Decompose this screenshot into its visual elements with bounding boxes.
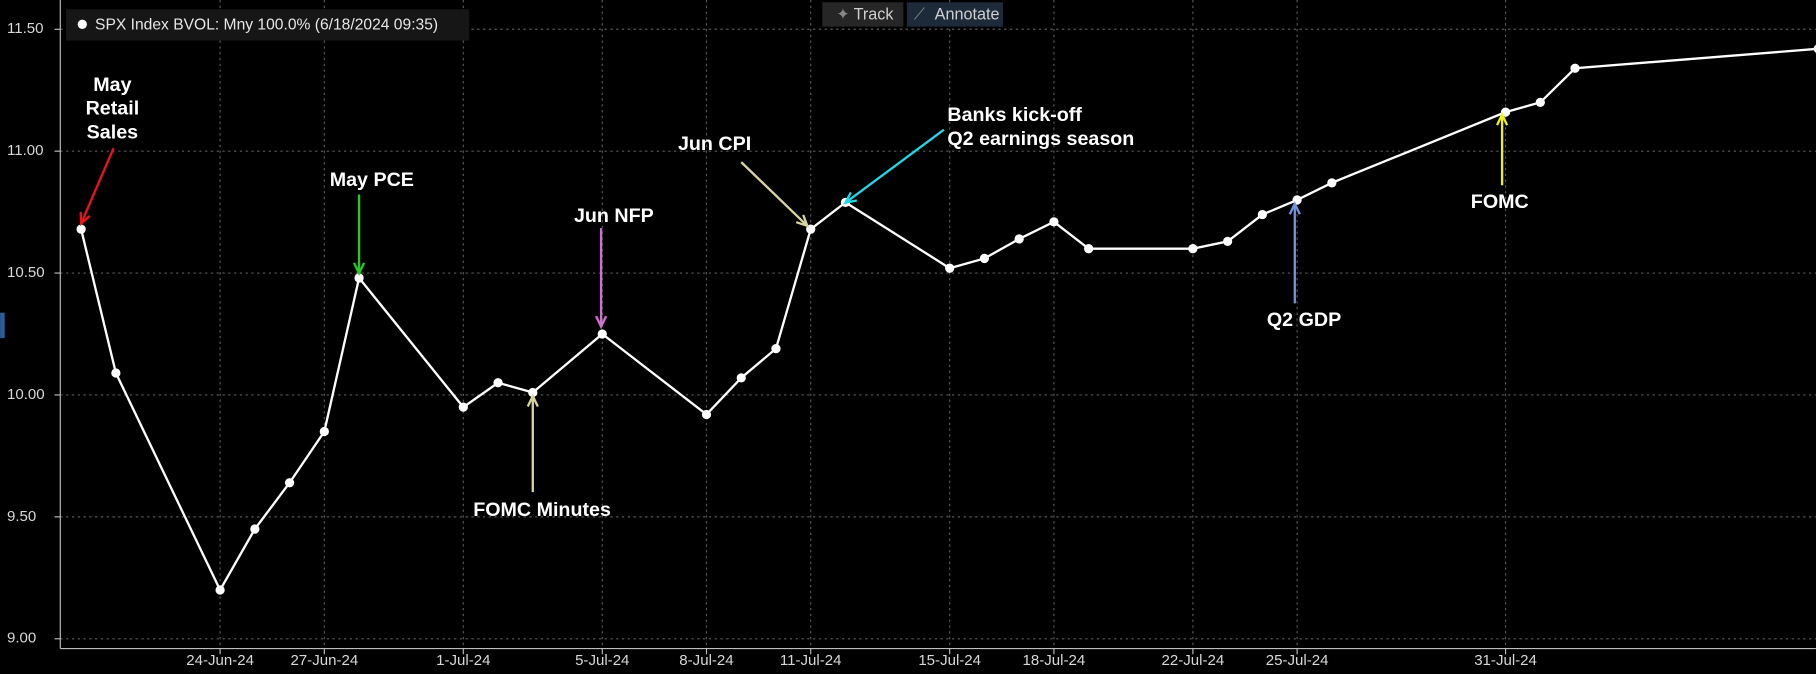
annotation-label: May PCE (330, 169, 414, 191)
side-marker (0, 312, 5, 339)
x-tick-label: 5-Jul-24 (575, 652, 629, 669)
annotation-label: Sales (87, 121, 138, 143)
track-label[interactable]: Track (854, 5, 895, 23)
x-tick-label: 11-Jul-24 (780, 652, 842, 669)
annotation-arrow (740, 161, 809, 227)
data-point (1188, 244, 1198, 254)
data-point (1570, 63, 1580, 73)
data-point (319, 426, 329, 437)
data-point (771, 344, 781, 354)
data-point (493, 378, 503, 388)
track-button[interactable] (822, 2, 904, 27)
data-point (701, 409, 712, 420)
data-point (736, 373, 746, 383)
x-tick-label: 22-Jul-24 (1162, 652, 1225, 669)
annotation-arrowhead (843, 191, 858, 205)
track-icon: ✦ (836, 5, 850, 23)
annotation-arrowhead (79, 211, 91, 226)
data-point (1813, 44, 1816, 53)
x-tick-label: 1-Jul-24 (436, 652, 490, 669)
x-tick-label: 27-Jun-24 (290, 652, 358, 669)
annotation-arrowhead (526, 393, 539, 407)
annotation-label: FOMC Minutes (473, 499, 611, 521)
y-tick-label: 9.00 (7, 630, 36, 647)
y-tick-label: 10.00 (7, 386, 45, 403)
y-tick-label: 11.50 (7, 20, 44, 37)
annotation-arrowhead (595, 315, 608, 330)
x-tick-label: 25-Jul-24 (1266, 652, 1329, 669)
y-tick-label: 9.50 (7, 508, 36, 525)
annotate-label[interactable]: Annotate (935, 5, 1000, 23)
annotation-label: May (93, 74, 131, 96)
data-point (111, 368, 121, 378)
annotation-arrow (844, 128, 945, 204)
annotation-label: Q2 GDP (1267, 309, 1341, 331)
annotation-label: Jun NFP (574, 205, 654, 227)
annotation-label: Q2 earnings season (947, 128, 1134, 150)
y-tick-label: 11.00 (7, 142, 44, 159)
annotation-label: Jun CPI (678, 133, 751, 155)
data-point (250, 524, 260, 534)
data-point (979, 253, 990, 264)
annotation-label: FOMC (1471, 191, 1529, 213)
legend-box (66, 9, 470, 41)
legend-label: SPX Index BVOL: Mny 100.0% (6/18/2024 09… (95, 17, 438, 34)
data-point (1084, 244, 1094, 254)
annotation-label: Banks kick-off (947, 104, 1082, 126)
data-point (458, 402, 468, 412)
data-point (76, 224, 86, 234)
data-point (1049, 217, 1059, 227)
x-tick-label: 8-Jul-24 (679, 652, 733, 669)
data-point (528, 387, 538, 398)
data-point (215, 585, 225, 595)
data-point (1535, 97, 1545, 108)
data-point (284, 478, 295, 488)
data-point (354, 273, 364, 283)
annotation-arrowhead (1496, 111, 1509, 126)
annotation-arrow (80, 147, 115, 224)
data-point (1327, 178, 1337, 188)
annotation-label: Retail (86, 98, 140, 120)
annotate-button[interactable] (906, 2, 1003, 27)
data-point (1257, 209, 1268, 220)
annotate-icon: ⟋ (914, 5, 926, 23)
data-point (1014, 234, 1024, 244)
data-point (597, 329, 607, 339)
x-tick-label: 18-Jul-24 (1023, 652, 1086, 669)
series-line (80, 47, 1816, 593)
annotation-arrowhead (1288, 201, 1301, 215)
grid: 9.00 9.50 10.00 10.50 11.00 11.50 24-Jun-24 27-… (7, 0, 1816, 669)
x-tick-label: 15-Jul-24 (918, 652, 981, 669)
legend-swatch (77, 19, 87, 29)
data-point (1222, 236, 1233, 246)
data-point (945, 263, 955, 273)
annotation-arrowhead (352, 262, 366, 276)
annotation-arrowhead (795, 214, 810, 228)
x-tick-label: 31-Jul-24 (1474, 652, 1537, 669)
x-tick-label: 24-Jun-24 (186, 652, 254, 669)
y-tick-label: 10.50 (7, 264, 45, 281)
